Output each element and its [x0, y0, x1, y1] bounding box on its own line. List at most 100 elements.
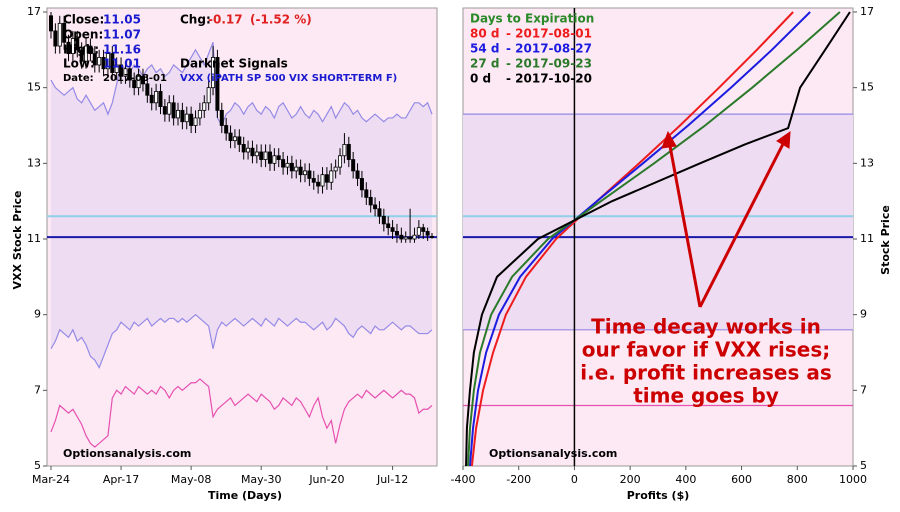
candle-body	[390, 227, 395, 232]
candle-body	[259, 151, 264, 160]
chg-label: Chg:	[180, 13, 211, 27]
x-tick-label: 800	[787, 473, 808, 486]
y-axis-label: Stock Price	[879, 205, 892, 275]
annotation: Time decay works in	[591, 315, 821, 339]
profit-curve	[465, 11, 851, 466]
candle-body	[254, 151, 259, 157]
annotation-arrows	[661, 130, 791, 308]
chart-title: Darknet Signals	[180, 57, 288, 71]
y-axis-label: VXX Stock Price	[11, 191, 24, 290]
candle-body	[175, 109, 180, 119]
candle-body	[294, 166, 299, 172]
y-tick-label: 9	[34, 308, 41, 321]
candle-body	[416, 227, 421, 236]
candle-body	[92, 53, 97, 66]
candle-body	[193, 117, 198, 126]
chart-subtitle: VXX (iPATH SP 500 VIX SHORT-TERM F)	[180, 73, 397, 84]
candle-body	[119, 64, 124, 77]
legend-label: 0 d	[470, 72, 491, 86]
legend-label: 27 d	[470, 57, 499, 71]
candle-body	[408, 236, 413, 240]
y-tick-label: 13	[860, 156, 874, 169]
candle-body	[403, 236, 408, 240]
candle-body	[70, 38, 75, 55]
y-tick-label: 7	[860, 383, 867, 396]
profit-curve	[467, 11, 841, 466]
candle-body	[84, 45, 89, 62]
candle-body	[338, 155, 343, 168]
arrow-head	[661, 130, 677, 149]
open-label: Open:	[63, 28, 103, 42]
candle-body	[154, 91, 159, 104]
candle-body	[162, 106, 167, 115]
candle-body	[211, 57, 216, 89]
x-tick-label: 0	[571, 473, 578, 486]
candle-body	[57, 22, 62, 47]
candle-body	[79, 49, 84, 62]
profit-curve	[468, 11, 811, 466]
candle-body	[342, 144, 347, 157]
candle-body	[368, 196, 373, 206]
candle-body	[263, 151, 268, 160]
candle-body	[97, 57, 102, 66]
band-fill	[51, 42, 432, 368]
arrow	[668, 145, 702, 308]
x-tick-label: Apr-17	[103, 473, 139, 486]
marks: 5 7 9 11 13 15 17 Mar-24 Apr-17 May-08 May-30 Jun-2…	[27, 5, 874, 486]
candle-body	[302, 170, 307, 176]
candle-body	[232, 136, 237, 142]
candle-body	[53, 30, 58, 47]
candle-body	[324, 174, 329, 183]
y-tick-label: 11	[27, 232, 41, 245]
candle-body	[316, 181, 321, 187]
close-label: Close:	[63, 13, 104, 27]
candle-body	[75, 38, 80, 51]
candle-body	[272, 155, 277, 164]
x-axis-label: Profits ($)	[627, 489, 690, 502]
candle-body	[421, 227, 426, 232]
x-tick-label: 400	[675, 473, 696, 486]
candle-body	[140, 75, 145, 85]
candle-body	[329, 170, 334, 183]
open-value: 11.07	[103, 28, 141, 42]
candle-body	[276, 155, 281, 160]
candle-body	[136, 75, 141, 89]
watermark: Optionsanalysis.com	[489, 447, 617, 460]
high-value: 11.16	[103, 43, 141, 57]
candle-body	[381, 215, 386, 225]
candle-body	[320, 174, 325, 187]
candle-body	[246, 147, 251, 153]
y-tick-label: 17	[27, 5, 41, 18]
y-tick-label: 15	[27, 81, 41, 94]
legend-label: 54 d	[470, 42, 499, 56]
annotation: i.e. profit increases as	[580, 361, 831, 385]
x-tick-label: Mar-24	[32, 473, 70, 486]
date-value: 2017-08-01	[103, 73, 167, 84]
candle-body	[425, 231, 430, 236]
date-label: Date:	[63, 73, 94, 84]
legend-expiry: - 2017-09-23	[506, 57, 592, 71]
arrow	[698, 143, 785, 308]
band-line	[50, 313, 433, 370]
candle-body	[105, 53, 110, 70]
candle-body	[123, 68, 128, 77]
candle-body	[351, 159, 356, 172]
y-tick-label: 13	[27, 156, 41, 169]
candle-body	[189, 113, 194, 126]
candle-body	[167, 102, 172, 115]
candle-body	[346, 144, 351, 160]
x-tick-label: May-08	[171, 473, 212, 486]
candle-body	[364, 189, 369, 198]
x-tick-label: 600	[731, 473, 752, 486]
x-tick-label: -200	[506, 473, 531, 486]
candle-body	[373, 204, 378, 210]
legend-expiry: - 2017-10-20	[506, 72, 592, 86]
low-label: Low:	[63, 57, 95, 71]
candle-body	[149, 94, 154, 104]
candle-body	[228, 132, 233, 142]
candle-body	[132, 79, 137, 89]
candle-body	[359, 178, 364, 191]
candle-body	[224, 125, 229, 134]
candle-body	[289, 162, 294, 172]
profit-curve	[470, 11, 794, 466]
